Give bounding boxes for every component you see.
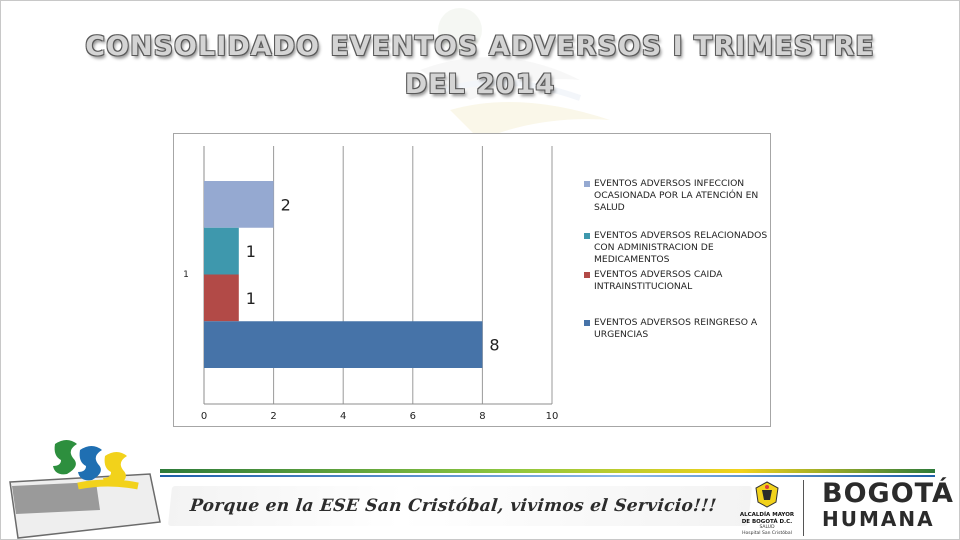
title-line-2: DEL 2014 [404,69,556,100]
bogota-line-2: HUMANA [822,507,935,531]
legend-label: EVENTOS ADVERSOS REINGRESO A URGENCIAS [594,317,758,340]
x-tick-label: 10 [546,411,559,422]
alcaldia-line-3: SALUD [759,525,775,530]
alcaldia-line-2: DE BOGOTÁ D.C. [741,518,793,525]
ese-san-cristobal-logo [9,440,161,539]
x-tick-label: 4 [340,411,346,422]
slogan-banner: Porque en la ESE San Cristóbal, vivimos … [167,486,753,526]
bar-data-label: 2 [281,195,291,214]
blue-stripe [160,475,935,477]
chart-area: 0 2 4 6 8 10 1 2 1 1 8 EVENTOS ADVERSOS INFECCION … [173,133,771,427]
color-stripe [160,469,935,473]
y-category-label: 1 [183,270,189,280]
legend-item: EVENTOS ADVERSOS CAIDA INTRAINSTITUCIONA… [584,269,774,293]
x-tick-label: 0 [201,411,207,422]
legend-label: EVENTOS ADVERSOS CAIDA INTRAINSTITUCIONA… [594,269,723,292]
alcaldia-line-1: ALCALDÍA MAYOR [739,512,795,518]
coat-of-arms-icon [755,481,779,508]
bar-series-3 [204,274,239,322]
legend-item: EVENTOS ADVERSOS REINGRESO A URGENCIAS [584,317,774,341]
x-tick-label: 8 [479,411,485,422]
logo-divider [803,480,804,536]
bar-series-2 [204,227,239,275]
bogota-humana-logo: BOGOTÁ HUMANA [822,478,954,531]
bar-series-1 [204,181,274,228]
alcaldia-logo: ALCALDÍA MAYOR DE BOGOTÁ D.C. SALUD Hosp… [730,480,804,538]
bar-series-4 [204,321,483,368]
legend-swatch [584,272,590,278]
watermark-logo [420,8,610,140]
bar-data-label: 8 [489,336,499,355]
chart-legend: EVENTOS ADVERSOS INFECCION OCASIONADA PO… [584,178,774,351]
page-title: CONSOLIDADO EVENTOS ADVERSOS I TRIMESTRE… [60,28,900,104]
legend-swatch [584,233,590,239]
x-tick-label: 6 [410,411,416,422]
legend-item: EVENTOS ADVERSOS RELACIONADOS CON ADMINI… [584,230,774,266]
title-line-1: CONSOLIDADO EVENTOS ADVERSOS I TRIMESTRE [85,31,875,62]
bar-data-label: 1 [246,242,256,261]
legend-item: EVENTOS ADVERSOS INFECCION OCASIONADA PO… [584,178,774,214]
legend-label: EVENTOS ADVERSOS INFECCION OCASIONADA PO… [594,178,759,213]
legend-label: EVENTOS ADVERSOS RELACIONADOS CON ADMINI… [594,230,768,265]
legend-swatch [584,181,590,187]
legend-swatch [584,320,590,326]
x-tick-label: 2 [270,411,276,422]
bogota-line-1: BOGOTÁ [822,478,954,509]
alcaldia-line-4: Hospital San Cristóbal [742,531,792,536]
footer-banner: Porque en la ESE San Cristóbal, vivimos … [0,430,960,540]
bar-data-label: 1 [246,289,256,308]
